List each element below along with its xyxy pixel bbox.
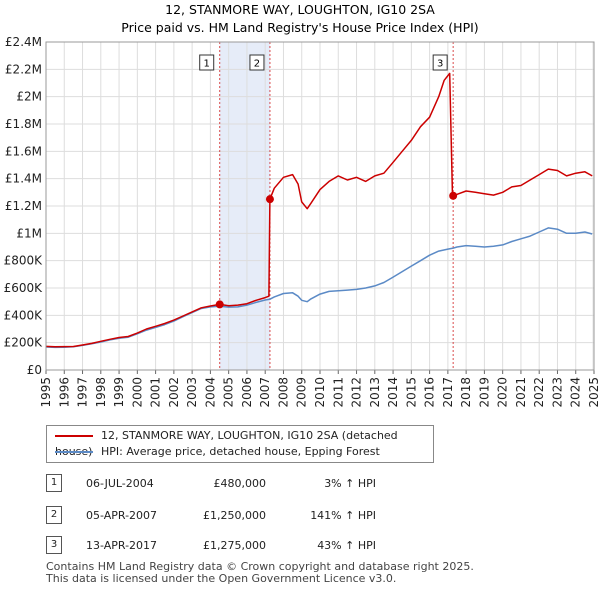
x-tick-label: 2021 (514, 377, 528, 408)
y-tick-label: £0 (27, 363, 42, 377)
x-tick-label: 2009 (295, 377, 309, 408)
transaction-row: 3 13-APR-2017 £1,275,000 43% ↑ HPI (46, 536, 466, 556)
x-tick-label: 2019 (477, 377, 491, 408)
x-tick-label: 2022 (532, 377, 546, 408)
x-tick-label: 2013 (368, 377, 382, 408)
legend-swatch-hpi (55, 451, 93, 453)
x-tick-label: 1997 (76, 377, 90, 408)
transaction-date: 13-APR-2017 (86, 539, 158, 552)
x-tick-label: 2003 (185, 377, 199, 408)
y-tick-label: £800K (4, 254, 44, 268)
y-tick-label: £200K (4, 336, 44, 350)
sale-point (265, 195, 274, 204)
sale-label-box (249, 54, 265, 71)
x-tick-label: 2001 (149, 377, 163, 408)
x-tick-label: 2020 (496, 377, 510, 408)
x-tick-label: 2005 (222, 377, 236, 408)
y-tick-label: £2M (16, 90, 42, 104)
x-tick-label: 2023 (550, 377, 564, 408)
y-tick-label: £1.4M (5, 172, 42, 186)
footer: Contains HM Land Registry data © Crown c… (46, 561, 474, 585)
x-tick-label: 2008 (276, 377, 290, 408)
transaction-row: 1 06-JUL-2004 £480,000 3% ↑ HPI (46, 474, 466, 494)
x-tick-label: 2016 (423, 377, 437, 408)
y-tick-label: £1.8M (5, 117, 42, 131)
x-tick-label: 2002 (167, 377, 181, 408)
transaction-price: £1,275,000 (203, 539, 266, 552)
x-tick-label: 2014 (386, 377, 400, 408)
sale-labels: 1 2 3 (199, 54, 448, 71)
legend-item-hpi: HPI: Average price, detached house, Eppi… (55, 444, 380, 460)
sale-label: 2 (254, 59, 260, 70)
x-tick-label: 2004 (203, 377, 217, 408)
x-tick-label: 2000 (130, 377, 144, 408)
y-tick-label: £600K (4, 281, 44, 295)
x-tick-label: 1996 (57, 377, 71, 408)
transaction-hpi-change: 3% ↑ HPI (324, 477, 376, 490)
transaction-number: 1 (46, 474, 62, 492)
series-layer (45, 72, 593, 349)
y-tick-label: £1.2M (5, 199, 42, 213)
x-tick-label: 2018 (459, 377, 473, 408)
grid-layer (45, 41, 595, 371)
transaction-row: 2 05-APR-2007 £1,250,000 141% ↑ HPI (46, 506, 466, 526)
footer-licence: This data is licensed under the Open Gov… (46, 572, 397, 585)
sale-label: 1 (204, 59, 210, 70)
price-chart: 12, STANMORE WAY, LOUGHTON, IG10 2SA Pri… (4, 2, 600, 408)
sale-label: 3 (437, 59, 443, 70)
legend-swatch-property (55, 435, 93, 437)
sale-label-box (199, 54, 215, 71)
y-tick-label: £2.4M (5, 35, 42, 49)
transaction-number: 2 (46, 506, 62, 524)
x-tick-label: 2017 (441, 377, 455, 408)
legend: 12, STANMORE WAY, LOUGHTON, IG10 2SA (de… (46, 425, 434, 463)
sale-point (215, 300, 224, 309)
x-tick-label: 1998 (94, 377, 108, 408)
x-tick-label: 2011 (331, 377, 345, 408)
x-tick-label: 1995 (39, 377, 53, 408)
chart-title: 12, STANMORE WAY, LOUGHTON, IG10 2SA (165, 2, 435, 17)
transaction-hpi-change: 43% ↑ HPI (317, 539, 376, 552)
transaction-price: £480,000 (213, 477, 267, 490)
sale-point (449, 191, 458, 200)
transaction-date: 05-APR-2007 (86, 509, 158, 522)
x-tick-label: 2007 (258, 377, 272, 408)
y-tick-label: £1M (16, 226, 42, 240)
x-tick-label: 2015 (404, 377, 418, 408)
legend-label-property: 12, STANMORE WAY, LOUGHTON, IG10 2SA (de… (55, 429, 398, 458)
legend-item-property: 12, STANMORE WAY, LOUGHTON, IG10 2SA (de… (55, 428, 433, 458)
series-line (45, 227, 593, 349)
legend-label-hpi: HPI: Average price, detached house, Eppi… (101, 445, 380, 458)
x-tick-label: 1999 (112, 377, 126, 408)
axis-layer: £0 £200K £400K £600K £800K £1M £1.2M £1.4M £1.6M… (4, 35, 600, 408)
transaction-price: £1,250,000 (203, 509, 266, 522)
chart-subtitle: Price paid vs. HM Land Registry's House … (121, 20, 478, 35)
footer-copyright: Contains HM Land Registry data © Crown c… (46, 560, 474, 573)
plot-border (45, 41, 595, 371)
y-tick-label: £1.6M (5, 144, 42, 158)
series-line (45, 72, 593, 348)
x-tick-label: 2010 (313, 377, 327, 408)
x-tick-label: 2012 (350, 377, 364, 408)
x-tick-label: 2024 (569, 377, 583, 408)
sale-label-box (432, 54, 448, 71)
x-tick-label: 2006 (240, 377, 254, 408)
x-tick-label: 2025 (587, 377, 600, 408)
transaction-date: 06-JUL-2004 (86, 477, 154, 490)
transaction-number: 3 (46, 536, 62, 554)
y-tick-label: £2.2M (5, 62, 42, 76)
y-tick-label: £400K (4, 308, 44, 322)
sale-points (215, 191, 458, 309)
transaction-hpi-change: 141% ↑ HPI (310, 509, 376, 522)
